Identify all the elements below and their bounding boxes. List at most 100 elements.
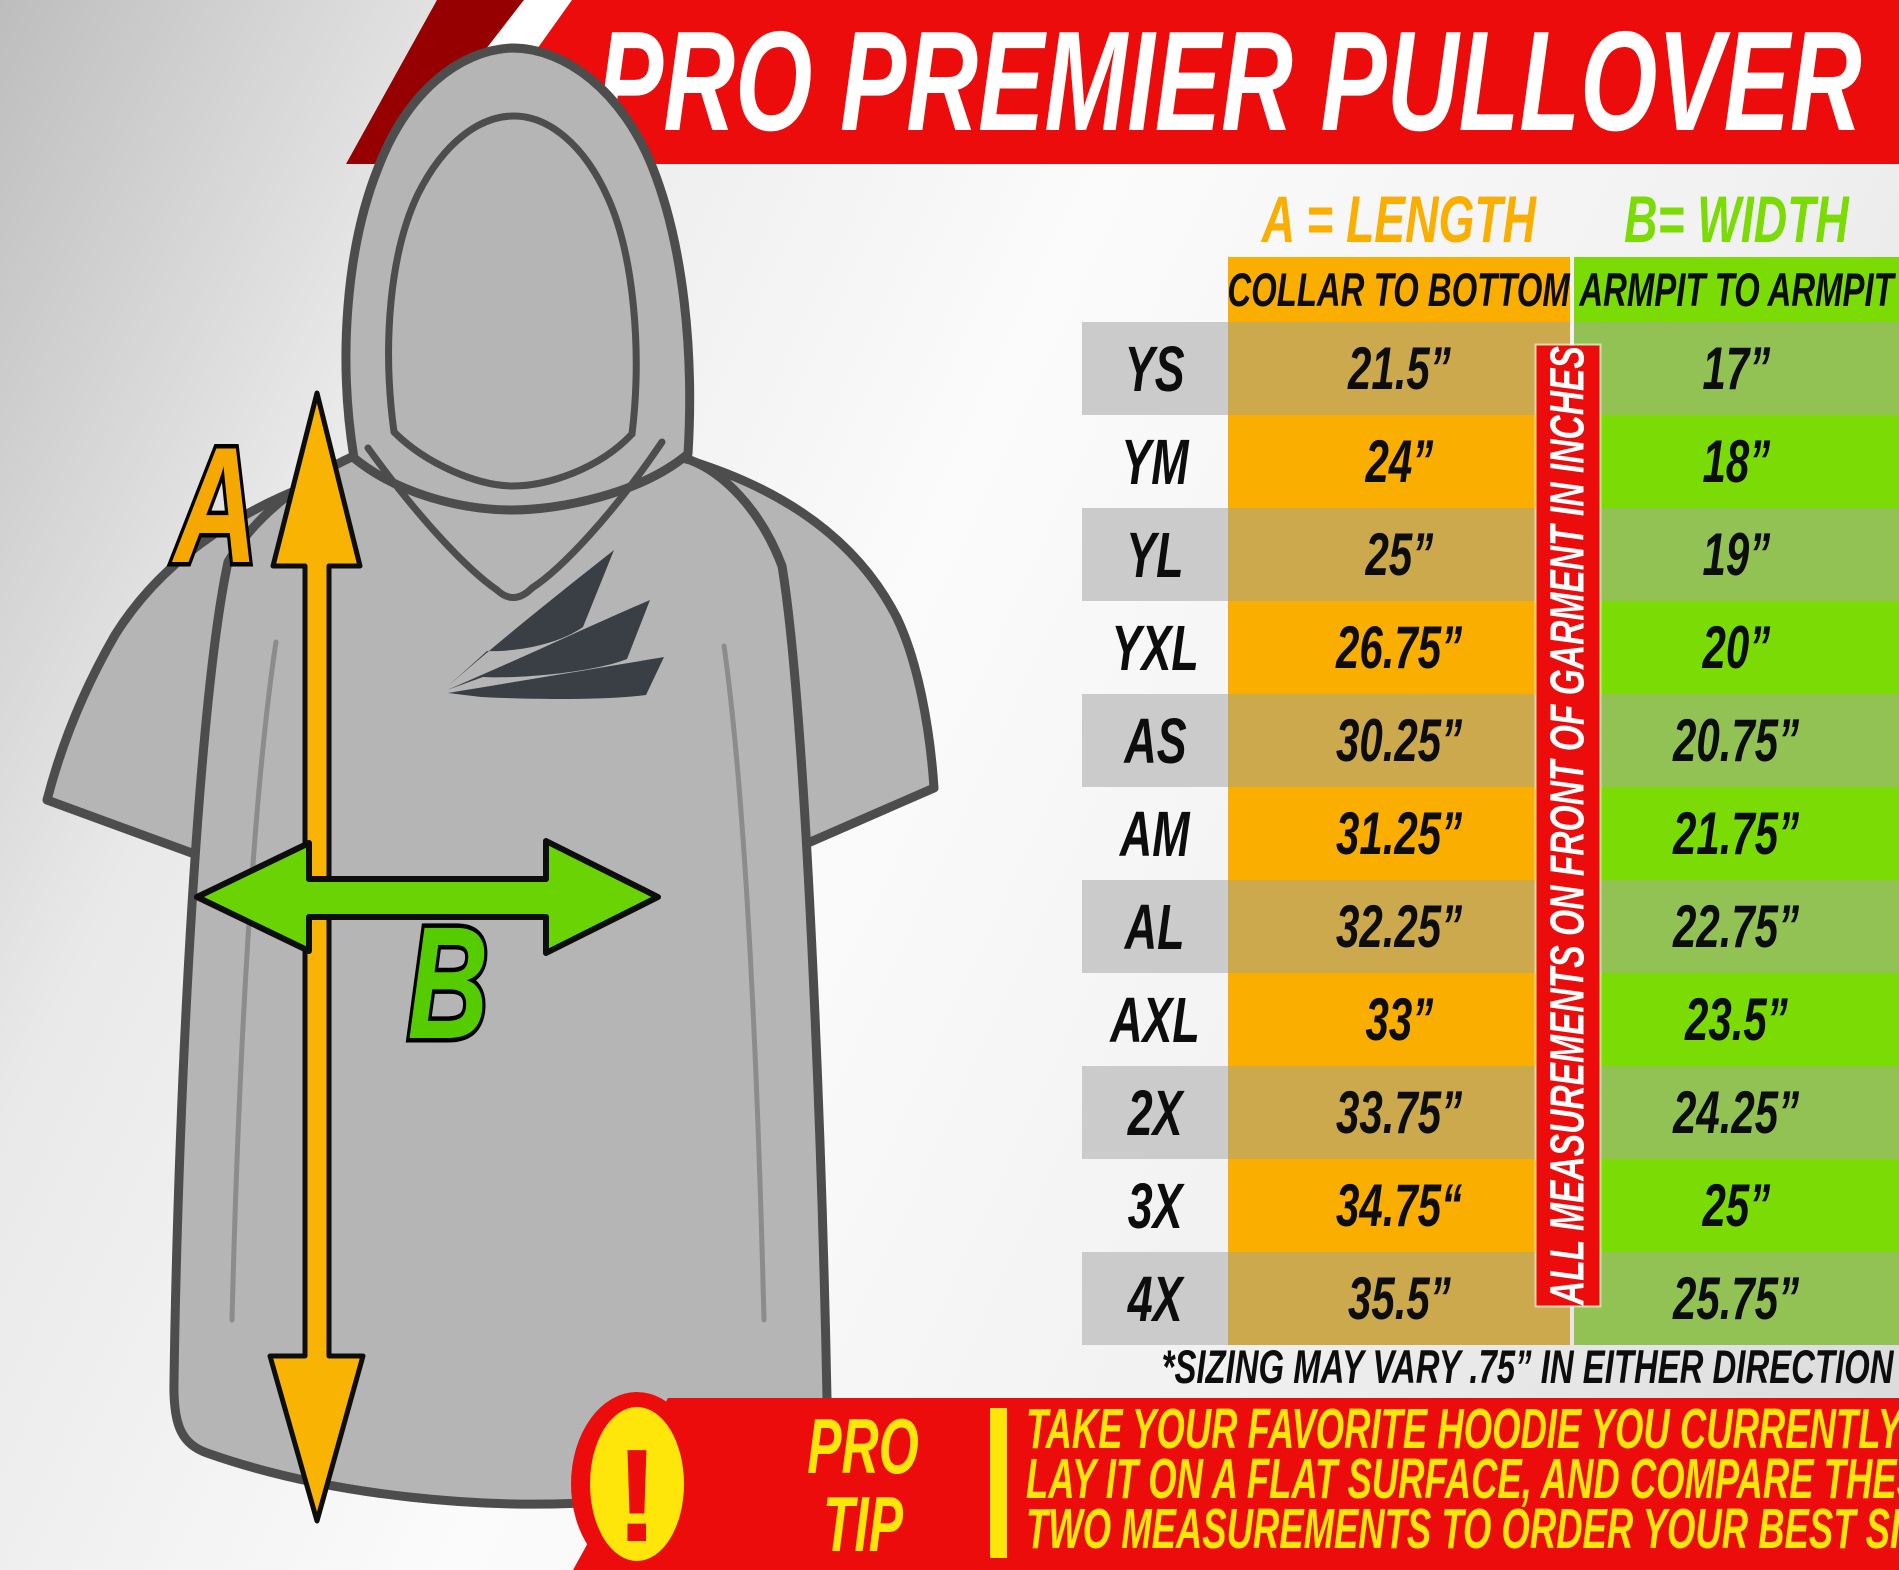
size-cell-text: YXL — [1111, 611, 1199, 684]
size-cell: YXL — [1082, 601, 1228, 694]
length-cell-text: 25” — [1365, 521, 1433, 588]
width-cell-text: 23.5” — [1685, 986, 1788, 1053]
hood-drawcord-loop — [493, 584, 536, 601]
length-cell: 33.75” — [1228, 1066, 1570, 1159]
length-cell: 34.75“ — [1228, 1159, 1570, 1252]
width-cell-text: 21.75” — [1673, 800, 1800, 867]
length-cell-text: 21.5” — [1347, 335, 1451, 402]
width-cell-text: 24.25” — [1673, 1079, 1800, 1146]
length-cell: 21.5” — [1228, 322, 1570, 415]
protip-line-3: TWO MEASUREMENTS TO ORDER YOUR BEST SIZE… — [1026, 1498, 1899, 1561]
legend-width: B= WIDTH — [1624, 182, 1849, 256]
width-arrow — [194, 838, 661, 956]
alert-exclamation: ! — [615, 1422, 659, 1569]
width-cell-text: 20.75” — [1673, 707, 1800, 774]
table-row: YM 24” 18” — [0, 415, 1899, 508]
length-cell-text: 24” — [1365, 428, 1433, 495]
length-cell: 33” — [1228, 973, 1570, 1066]
chest-logo-icon — [447, 550, 664, 699]
length-cell-text: 34.75“ — [1335, 1172, 1463, 1239]
table-row: 3X 34.75“ 25” — [0, 1159, 1899, 1252]
size-cell-text: YL — [1126, 518, 1184, 591]
table-row: YS 21.5” 17” — [0, 322, 1899, 415]
side-banner: ALL MEASUREMENTS ON FRONT OF GARMENT IN … — [1536, 345, 1600, 1306]
hoodie-torso — [169, 433, 832, 1509]
length-cell-text: 32.25” — [1335, 893, 1463, 960]
protip-label-top: PRO — [807, 1403, 919, 1490]
width-cell-text: 25” — [1702, 1172, 1771, 1239]
column-header-length: COLLAR TO BOTTOM — [1228, 257, 1570, 322]
length-cell: 35.5” — [1228, 1252, 1570, 1345]
length-cell: 25” — [1228, 508, 1570, 601]
size-cell: AL — [1082, 880, 1228, 973]
length-cell-text: 33” — [1365, 986, 1433, 1053]
size-cell-text: YS — [1125, 332, 1185, 405]
protip-banner: ! PRO TIP TAKE YOUR FAVORITE HOODIE YOU … — [571, 1392, 1899, 1570]
width-cell: 18” — [1574, 415, 1899, 508]
table-row: 2X 33.75” 24.25” — [0, 1066, 1899, 1159]
protip-banner-shape — [573, 1398, 1899, 1570]
alert-icon — [590, 1407, 684, 1561]
size-cell: 2X — [1082, 1066, 1228, 1159]
column-header-width: ARMPIT TO ARMPIT — [1574, 257, 1899, 322]
length-arrow — [267, 390, 366, 1524]
size-cell: YS — [1082, 322, 1228, 415]
left-seam — [229, 639, 279, 1323]
size-cell: AS — [1082, 694, 1228, 787]
size-cell: 3X — [1082, 1159, 1228, 1252]
label-a: A — [172, 414, 258, 598]
width-cell: 25” — [1574, 1159, 1899, 1252]
table-row: AS 30.25” 20.75” — [0, 694, 1899, 787]
width-cell-text: 25.75” — [1673, 1265, 1800, 1332]
size-cell: AM — [1082, 787, 1228, 880]
size-cell: AXL — [1082, 973, 1228, 1066]
length-cell-text: 31.25” — [1335, 800, 1463, 867]
table-row: YXL 26.75” 20” — [0, 601, 1899, 694]
width-cell: 20” — [1574, 601, 1899, 694]
table-row: AXL 33” 23.5” — [0, 973, 1899, 1066]
width-cell: 17” — [1574, 322, 1899, 415]
width-cell: 20.75” — [1574, 694, 1899, 787]
width-cell: 23.5” — [1574, 973, 1899, 1066]
protip-line-1: TAKE YOUR FAVORITE HOODIE YOU CURRENTLY … — [1026, 1398, 1899, 1461]
width-cell-text: 22.75” — [1673, 893, 1800, 960]
size-cell-text: AXL — [1110, 983, 1200, 1056]
table-row: AM 31.25” 21.75” — [0, 787, 1899, 880]
width-cell: 22.75” — [1574, 880, 1899, 973]
label-b: B — [408, 894, 489, 1072]
right-seam — [721, 643, 767, 1323]
size-cell-text: 4X — [1127, 1262, 1183, 1335]
hoodie-hood — [341, 43, 695, 515]
protip-label-bottom: TIP — [823, 1481, 904, 1568]
legend-length: A = LENGTH — [1261, 182, 1537, 256]
hood-drawcord-right — [528, 438, 666, 592]
width-cell-text: 18” — [1702, 428, 1771, 495]
hood-drawcord-left — [364, 444, 501, 594]
hoodie-illustration: A B — [42, 43, 939, 1524]
length-cell: 30.25” — [1228, 694, 1570, 787]
length-cell-text: 26.75” — [1335, 614, 1463, 681]
length-cell-text: 30.25” — [1335, 707, 1463, 774]
length-cell: 26.75” — [1228, 601, 1570, 694]
table-row: 4X 35.5” 25.75” — [0, 1252, 1899, 1345]
width-cell: 19” — [1574, 508, 1899, 601]
size-cell-text: AL — [1125, 890, 1185, 963]
protip-divider — [990, 1408, 1007, 1558]
size-cell-text: AM — [1120, 797, 1190, 870]
width-cell-text: 17” — [1702, 335, 1771, 402]
size-cell-text: 3X — [1127, 1169, 1183, 1242]
width-cell: 21.75” — [1574, 787, 1899, 880]
size-cell: 4X — [1082, 1252, 1228, 1345]
width-cell-text: 19” — [1702, 521, 1771, 588]
table-row: AL 32.25” 22.75” — [0, 880, 1899, 973]
red-banner-shape — [455, 0, 1899, 164]
page-title: PRO PREMIER PULLOVER — [597, 2, 1862, 161]
size-cell-text: AS — [1123, 704, 1187, 777]
size-cell-text: 2X — [1127, 1076, 1183, 1149]
size-cell-text: YM — [1121, 425, 1189, 498]
length-cell-text: 35.5” — [1347, 1265, 1451, 1332]
length-cell: 31.25” — [1228, 787, 1570, 880]
width-cell: 24.25” — [1574, 1066, 1899, 1159]
length-cell: 24” — [1228, 415, 1570, 508]
width-cell: 25.75” — [1574, 1252, 1899, 1345]
